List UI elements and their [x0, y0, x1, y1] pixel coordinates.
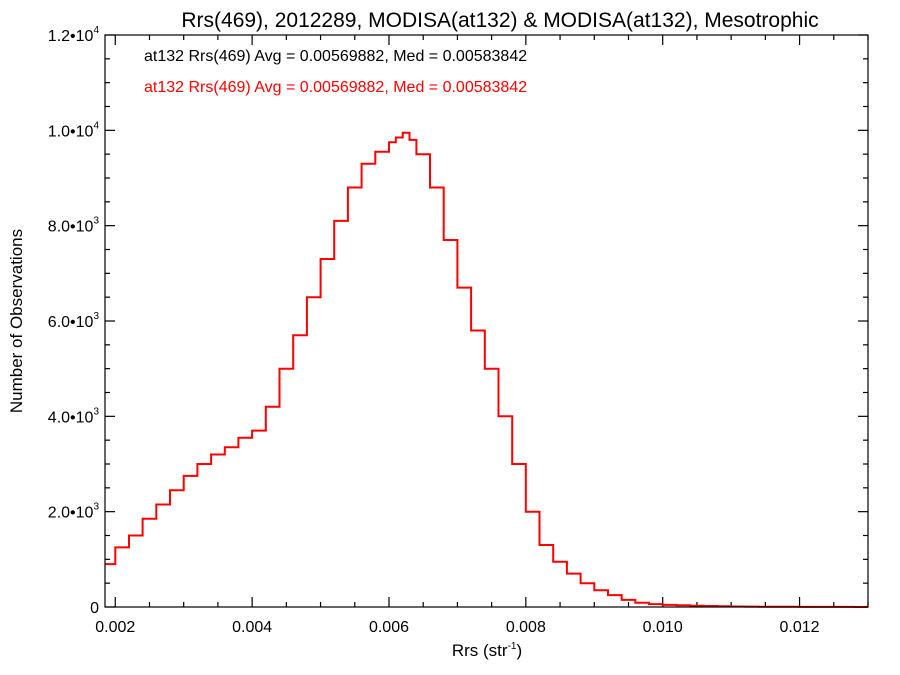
x-tick-labels: 0.002 0.004 0.006 0.008 0.010 0.012 — [95, 619, 819, 636]
y-tick-label: 1.0•104 — [48, 120, 100, 140]
x-tick-label: 0.008 — [506, 619, 546, 636]
y-axis-label: Number of Observations — [7, 229, 26, 413]
x-tick-label: 0.002 — [95, 619, 135, 636]
chart-title: Rrs(469), 2012289, MODISA(at132) & MODIS… — [181, 9, 818, 32]
annotation-line-2: at132 Rrs(469) Avg = 0.00569882, Med = 0… — [144, 79, 527, 96]
y-tick-label: 6.0•103 — [48, 311, 100, 331]
x-tick-label: 0.006 — [369, 619, 409, 636]
y-tick-label: 8.0•103 — [48, 216, 100, 236]
y-tick-label: 4.0•103 — [48, 406, 100, 426]
plot-frame — [104, 34, 869, 608]
x-tick-label: 0.012 — [780, 619, 820, 636]
x-tick-label: 0.010 — [643, 619, 683, 636]
x-axis-label: Rrs (str-1) — [452, 641, 522, 660]
y-tick-labels: 0 2.0•103 4.0•103 6.0•103 8.0•103 1.0•104 1.2•… — [48, 25, 100, 617]
y-tick-label: 1.2•104 — [48, 25, 100, 45]
y-tick-label: 0 — [90, 600, 99, 617]
y-tick-label: 2.0•103 — [48, 502, 100, 522]
annotation-line-1: at132 Rrs(469) Avg = 0.00569882, Med = 0… — [144, 48, 527, 65]
histogram-series-line — [105, 131, 868, 608]
x-tick-label: 0.004 — [232, 619, 272, 636]
